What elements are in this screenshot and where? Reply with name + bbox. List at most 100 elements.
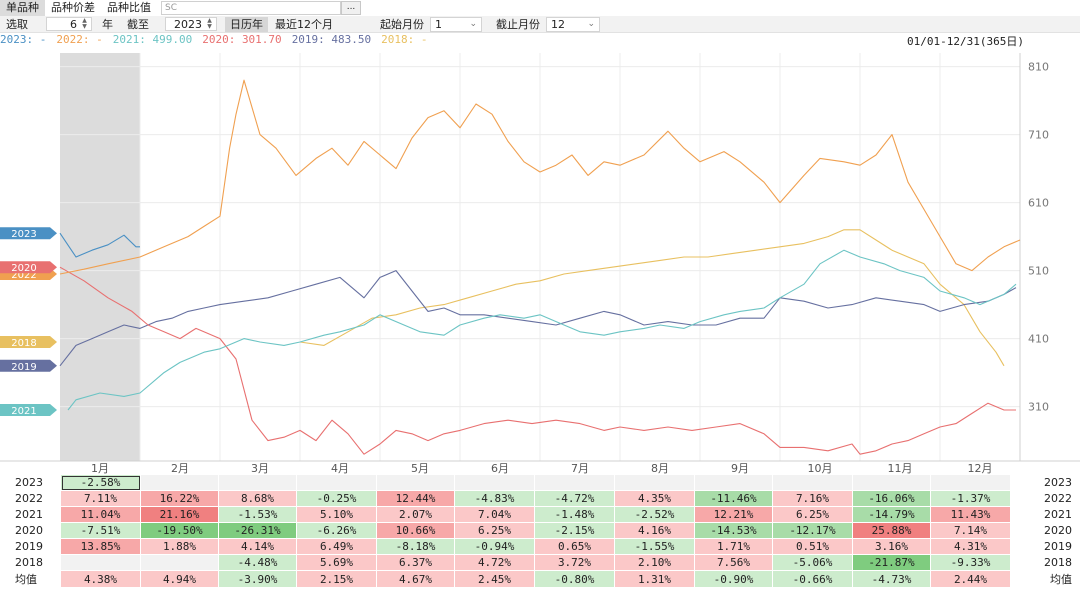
table-cell[interactable] <box>140 474 219 491</box>
variety-code-input[interactable]: SC <box>161 1 341 15</box>
spinner-arrows-icon[interactable]: ▲ ▼ <box>82 17 87 30</box>
table-cell[interactable]: -5.06% <box>772 554 853 571</box>
table-cell[interactable] <box>930 474 1011 491</box>
table-cell[interactable]: 4.35% <box>614 490 695 507</box>
table-cell[interactable]: -21.87% <box>852 554 931 571</box>
tab-variety-spread[interactable]: 品种价差 <box>51 1 95 14</box>
table-cell[interactable]: -14.79% <box>852 506 931 523</box>
table-cell[interactable] <box>852 474 931 491</box>
table-cell[interactable]: -2.52% <box>614 506 695 523</box>
table-cell[interactable]: 4.31% <box>930 538 1011 555</box>
table-cell[interactable]: -4.83% <box>454 490 535 507</box>
table-cell[interactable]: 21.16% <box>140 506 219 523</box>
until-year-spinner[interactable]: 2023 ▲ ▼ <box>165 17 217 31</box>
table-cell[interactable]: 2.07% <box>376 506 455 523</box>
table-cell[interactable]: 7.14% <box>930 522 1011 539</box>
table-cell[interactable]: 0.65% <box>534 538 615 555</box>
tab-single-variety[interactable]: 单品种 <box>0 0 45 16</box>
table-cell[interactable]: 6.25% <box>772 506 853 523</box>
table-cell[interactable]: 4.94% <box>140 570 219 588</box>
table-cell[interactable]: -14.53% <box>694 522 773 539</box>
table-cell[interactable]: -1.48% <box>534 506 615 523</box>
table-cell[interactable]: -9.33% <box>930 554 1011 571</box>
table-cell[interactable]: 6.37% <box>376 554 455 571</box>
table-cell[interactable] <box>140 554 219 571</box>
table-cell[interactable]: 11.43% <box>930 506 1011 523</box>
table-cell[interactable] <box>376 474 455 491</box>
table-cell[interactable]: 11.04% <box>60 506 141 523</box>
table-cell[interactable]: 3.72% <box>534 554 615 571</box>
table-cell[interactable]: 16.22% <box>140 490 219 507</box>
table-cell[interactable]: -4.73% <box>852 570 931 588</box>
table-cell[interactable]: -4.72% <box>534 490 615 507</box>
table-cell[interactable]: 25.88% <box>852 522 931 539</box>
table-cell[interactable]: 7.16% <box>772 490 853 507</box>
calendar-year-button[interactable]: 日历年 <box>225 16 268 32</box>
table-cell[interactable]: 4.38% <box>60 570 141 588</box>
table-cell[interactable]: 13.85% <box>60 538 141 555</box>
table-cell[interactable]: -0.80% <box>534 570 615 588</box>
table-cell[interactable]: 0.51% <box>772 538 853 555</box>
row-year-label-right: 2023 <box>1010 474 1080 491</box>
table-cell[interactable]: -3.90% <box>218 570 297 588</box>
years-spinner[interactable]: 6 ▲ ▼ <box>46 17 92 31</box>
table-cell[interactable]: 2.44% <box>930 570 1011 588</box>
table-cell[interactable]: 4.14% <box>218 538 297 555</box>
table-cell[interactable]: 4.16% <box>614 522 695 539</box>
table-cell[interactable]: 10.66% <box>376 522 455 539</box>
table-cell[interactable] <box>60 554 141 571</box>
table-cell[interactable]: 4.72% <box>454 554 535 571</box>
table-cell[interactable]: 2.45% <box>454 570 535 588</box>
table-cell[interactable]: 7.04% <box>454 506 535 523</box>
row-year-label-right: 2021 <box>1010 506 1080 523</box>
table-cell[interactable]: -8.18% <box>376 538 455 555</box>
table-cell[interactable] <box>694 474 773 491</box>
table-cell[interactable]: -7.51% <box>60 522 141 539</box>
table-cell[interactable] <box>218 474 297 491</box>
table-cell[interactable] <box>772 474 853 491</box>
monthly-returns-table: 2023 -2.58% 2023 2022 7.11% 16.22% 8.68% -0.25%… <box>0 474 1080 603</box>
tab-variety-ratio[interactable]: 品种比值 <box>107 1 151 14</box>
table-cell[interactable]: -0.25% <box>296 490 377 507</box>
table-cell[interactable]: 5.69% <box>296 554 377 571</box>
table-cell[interactable]: -2.15% <box>534 522 615 539</box>
table-cell[interactable]: -0.90% <box>694 570 773 588</box>
table-cell[interactable]: -19.50% <box>140 522 219 539</box>
table-cell[interactable]: -2.58% <box>60 474 141 491</box>
table-cell[interactable] <box>454 474 535 491</box>
end-month-select[interactable]: 12 ⌄ <box>546 16 600 32</box>
table-cell[interactable]: 1.31% <box>614 570 695 588</box>
table-cell[interactable] <box>534 474 615 491</box>
last-12-months-button[interactable]: 最近12个月 <box>275 17 333 31</box>
table-cell[interactable]: -4.48% <box>218 554 297 571</box>
table-cell[interactable]: 12.44% <box>376 490 455 507</box>
table-cell[interactable]: 6.49% <box>296 538 377 555</box>
table-cell[interactable]: 4.67% <box>376 570 455 588</box>
table-cell[interactable]: 2.15% <box>296 570 377 588</box>
table-cell[interactable]: -12.17% <box>772 522 853 539</box>
table-cell[interactable]: 2.10% <box>614 554 695 571</box>
spinner-arrows-icon[interactable]: ▲ ▼ <box>207 17 212 30</box>
table-cell[interactable]: 7.56% <box>694 554 773 571</box>
browse-button[interactable]: ... <box>341 1 361 15</box>
table-cell[interactable]: 12.21% <box>694 506 773 523</box>
table-cell[interactable]: -0.66% <box>772 570 853 588</box>
table-cell[interactable] <box>614 474 695 491</box>
table-cell[interactable]: -1.37% <box>930 490 1011 507</box>
table-cell[interactable]: 3.16% <box>852 538 931 555</box>
table-cell[interactable]: -11.46% <box>694 490 773 507</box>
table-cell[interactable]: 7.11% <box>60 490 141 507</box>
table-cell[interactable]: -0.94% <box>454 538 535 555</box>
table-cell[interactable]: -1.55% <box>614 538 695 555</box>
table-cell[interactable]: -6.26% <box>296 522 377 539</box>
table-cell[interactable]: 1.71% <box>694 538 773 555</box>
start-month-select[interactable]: 1 ⌄ <box>430 16 482 32</box>
table-cell[interactable]: 1.88% <box>140 538 219 555</box>
table-cell[interactable]: -1.53% <box>218 506 297 523</box>
table-cell[interactable]: -26.31% <box>218 522 297 539</box>
table-cell[interactable]: -16.06% <box>852 490 931 507</box>
table-cell[interactable]: 8.68% <box>218 490 297 507</box>
table-cell[interactable] <box>296 474 377 491</box>
table-cell[interactable]: 5.10% <box>296 506 377 523</box>
table-cell[interactable]: 6.25% <box>454 522 535 539</box>
